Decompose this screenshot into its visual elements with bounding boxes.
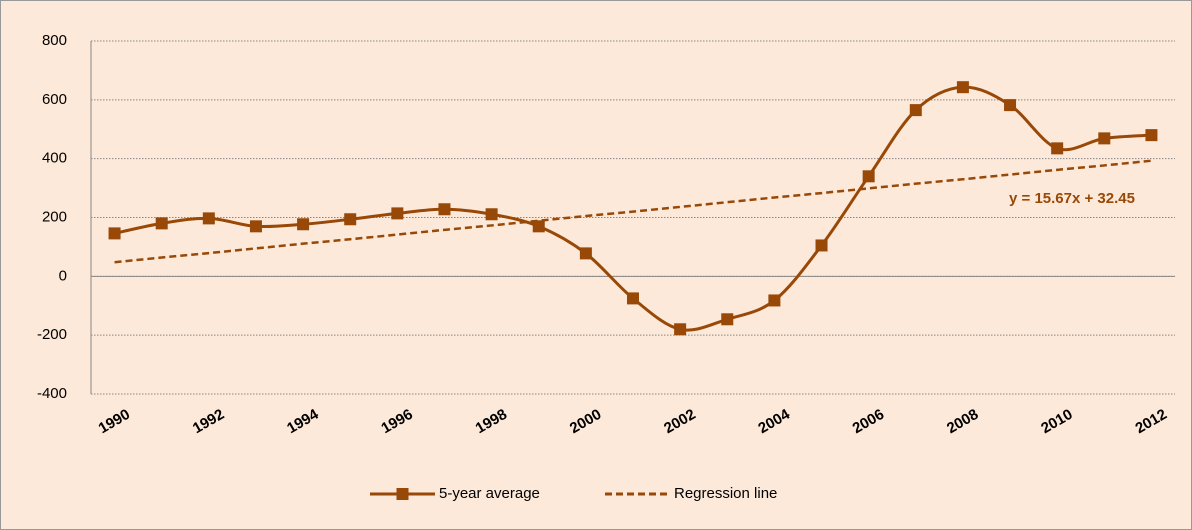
marker xyxy=(485,208,498,221)
marker xyxy=(721,313,734,326)
marker xyxy=(344,213,357,226)
legend-marker xyxy=(396,488,409,500)
marker xyxy=(1051,142,1064,155)
y-tick-label: 0 xyxy=(59,267,67,284)
marker xyxy=(579,247,592,260)
marker xyxy=(674,323,687,336)
series-line xyxy=(114,85,1152,332)
regression-line xyxy=(114,159,1152,264)
y-tick-label: -400 xyxy=(37,385,67,402)
marker xyxy=(391,207,404,220)
marker xyxy=(532,220,545,233)
marker xyxy=(956,81,969,94)
y-tick-label: 800 xyxy=(42,32,67,49)
marker xyxy=(108,227,121,240)
marker xyxy=(297,218,310,231)
marker xyxy=(768,294,781,307)
legend-label: Regression line xyxy=(674,485,777,502)
legend-label: 5-year average xyxy=(439,485,540,502)
marker xyxy=(249,220,262,233)
marker xyxy=(909,104,922,117)
marker xyxy=(862,170,875,183)
marker xyxy=(1004,99,1017,112)
y-tick-label: 600 xyxy=(42,91,67,108)
marker xyxy=(202,212,215,225)
regression-equation: y = 15.67x + 32.45 xyxy=(1009,190,1135,207)
marker xyxy=(815,239,828,252)
y-tick-label: -200 xyxy=(37,326,67,343)
marker xyxy=(438,203,451,216)
marker xyxy=(1098,132,1111,145)
y-tick-label: 200 xyxy=(42,208,67,225)
y-tick-label: 400 xyxy=(42,150,67,167)
marker xyxy=(155,217,168,230)
marker xyxy=(627,292,639,305)
marker xyxy=(1145,129,1158,142)
